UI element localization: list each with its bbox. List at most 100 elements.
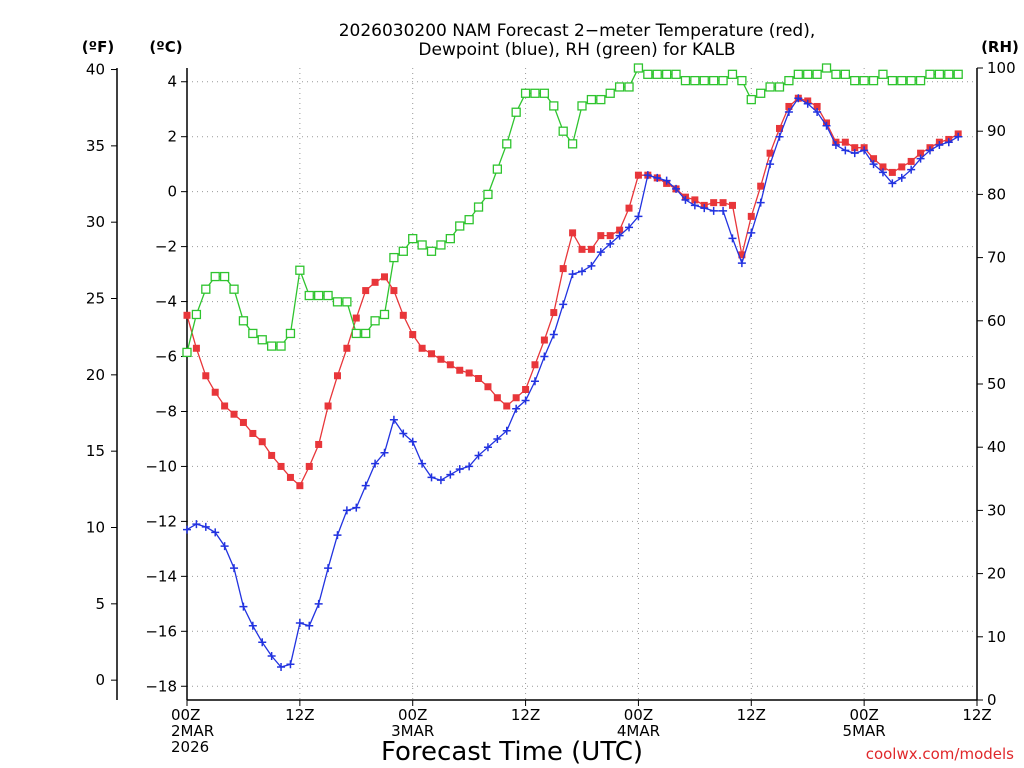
dewpoint-point (192, 520, 201, 529)
dewpoint-point (258, 638, 267, 647)
temperature-line (186, 97, 959, 487)
temperature-point (239, 418, 247, 426)
temperature-point (343, 344, 351, 352)
rh-point (812, 69, 822, 79)
temperature-point (917, 149, 925, 157)
temperature-point (540, 336, 548, 344)
dewpoint-point (286, 660, 295, 669)
fahrenheit-tick-label: 35 (86, 137, 105, 155)
temperature-point (776, 124, 783, 132)
rh-point (887, 75, 898, 86)
rh-point (878, 69, 888, 79)
celsius-tick-label: −10 (145, 457, 177, 475)
temperature-point (211, 388, 219, 396)
celsius-tick-label: −16 (145, 622, 177, 640)
rh-point (586, 94, 597, 105)
rh-point (492, 164, 503, 174)
rh-point (850, 75, 860, 86)
temperature-point (409, 331, 417, 339)
temperature-point (747, 212, 755, 220)
rh-tick-label: 40 (987, 438, 1006, 456)
temperature-point (569, 229, 577, 237)
rh-point (906, 75, 916, 86)
time-tick-label: 2026 (171, 738, 209, 756)
rh-point (549, 101, 559, 111)
dewpoint-point (408, 437, 417, 446)
dewpoint-point (662, 176, 671, 185)
temperature-point (898, 163, 906, 171)
dewpoint-point (935, 140, 944, 149)
credit-text: coolwx.com/models (866, 745, 1014, 763)
temperature-point (362, 287, 370, 295)
dewpoint-point (794, 94, 803, 103)
rh-point (765, 82, 775, 92)
dewpoint-point (954, 132, 963, 141)
rh-point (934, 69, 945, 79)
dewpoint-point (850, 149, 859, 158)
dewpoint-point (672, 184, 681, 193)
temperature-point (625, 204, 633, 212)
temperature-point (785, 102, 793, 110)
rh-point (379, 309, 390, 320)
rh-point (417, 240, 427, 250)
dewpoint-point (615, 231, 624, 240)
rh-point (473, 202, 484, 212)
celsius-tick-label: −14 (145, 567, 177, 585)
axes: −18−16−14−12−10−8−6−4−202405101520253035… (86, 59, 1016, 756)
dewpoint-point (690, 201, 699, 210)
celsius-tick-label: 4 (167, 73, 177, 91)
rh-point (219, 271, 230, 282)
dewpoint-point (474, 451, 483, 460)
rh-tick-label: 90 (987, 122, 1006, 140)
temperature-point (559, 265, 567, 273)
rh-point (285, 328, 296, 339)
dewpoint-point (305, 621, 314, 630)
dewpoint-point (709, 206, 718, 215)
fahrenheit-unit-label: (ºF) (82, 38, 114, 56)
dewpoint-point (239, 602, 248, 611)
rh-point (323, 290, 333, 301)
temperature-point (381, 273, 388, 281)
fahrenheit-tick-label: 15 (86, 442, 105, 460)
dewpoint-point (314, 599, 323, 608)
temperature-point (305, 462, 313, 470)
rh-point (614, 82, 625, 92)
temperature-point (738, 251, 746, 259)
temperature-point (710, 199, 718, 207)
rh-unit-label: (RH) (981, 38, 1019, 56)
rh-point (229, 284, 239, 294)
celsius-tick-label: −12 (145, 512, 177, 530)
dewpoint-point (211, 528, 220, 537)
temperature-point (456, 366, 464, 374)
fahrenheit-tick-label: 30 (86, 213, 105, 231)
temperature-point (691, 196, 699, 204)
temperature-point (578, 245, 586, 253)
rh-point (774, 82, 785, 92)
rh-point (897, 75, 907, 86)
temperature-point (192, 344, 200, 352)
rh-point (342, 297, 352, 307)
dewpoint-point (803, 99, 812, 108)
temperature-point (418, 344, 426, 352)
time-tick-label: 00Z (398, 706, 427, 724)
data-series (182, 63, 963, 672)
rh-point (201, 284, 211, 294)
dewpoint-point (587, 261, 596, 270)
temperature-point (531, 361, 539, 369)
dewpoint-point (568, 270, 577, 279)
rh-point (624, 82, 634, 92)
dewpoint-point (944, 138, 953, 147)
rh-line (186, 67, 959, 353)
temperature-point (766, 149, 774, 157)
rh-point (304, 290, 314, 301)
rh-point (699, 75, 709, 86)
dewpoint-point (766, 160, 775, 169)
dewpoint-point (248, 621, 257, 630)
temperature-point (841, 138, 849, 146)
rh-point (643, 69, 653, 79)
rh-point (784, 75, 794, 86)
dewpoint-point (747, 228, 756, 237)
temperature-point (597, 232, 605, 240)
rh-point (370, 316, 380, 326)
